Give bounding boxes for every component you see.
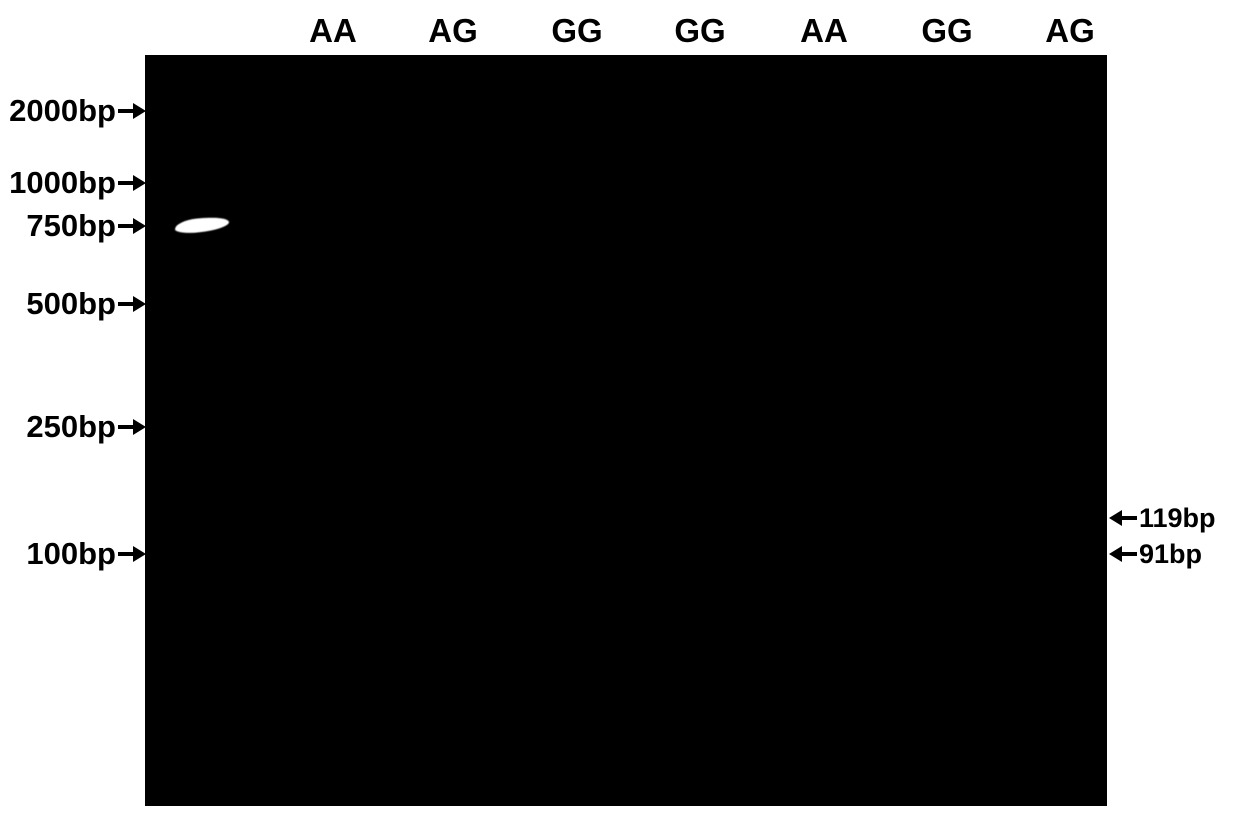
lane-label: GG <box>887 12 1007 50</box>
lane-label: AA <box>273 12 393 50</box>
lane-label: GG <box>517 12 637 50</box>
ladder-row: 1000bp <box>0 165 146 202</box>
ladder-label: 2000bp <box>9 93 116 129</box>
ladder-label: 250bp <box>26 409 116 445</box>
ladder-row: 500bp <box>0 286 146 323</box>
ladder-row: 750bp <box>0 208 146 245</box>
ladder-label: 750bp <box>26 208 116 244</box>
ladder-row: 100bp <box>0 536 146 573</box>
gel-image <box>145 55 1107 806</box>
lane-label: AG <box>393 12 513 50</box>
ladder-label: 500bp <box>26 286 116 322</box>
arrow-right-icon <box>118 419 146 435</box>
band-label-row: 119bp <box>1109 503 1240 534</box>
lane-label: AG <box>1010 12 1130 50</box>
lane-label: AA <box>764 12 884 50</box>
arrow-right-icon <box>118 103 146 119</box>
band-size-label: 91bp <box>1139 539 1202 570</box>
gel-figure: AAAGGGGGAAGGAG 2000bp 1000bp 750bp 500bp… <box>0 0 1240 824</box>
ladder-row: 2000bp <box>0 93 146 130</box>
arrow-right-icon <box>118 218 146 234</box>
arrow-right-icon <box>118 296 146 312</box>
arrow-right-icon <box>118 175 146 191</box>
ladder-label: 1000bp <box>9 165 116 201</box>
band-label-row: 91bp <box>1109 539 1240 570</box>
arrow-left-icon <box>1109 546 1137 562</box>
ladder-label: 100bp <box>26 536 116 572</box>
lane-label: GG <box>640 12 760 50</box>
arrow-right-icon <box>118 546 146 562</box>
ladder-row: 250bp <box>0 409 146 446</box>
band-size-label: 119bp <box>1139 503 1216 534</box>
arrow-left-icon <box>1109 510 1137 526</box>
